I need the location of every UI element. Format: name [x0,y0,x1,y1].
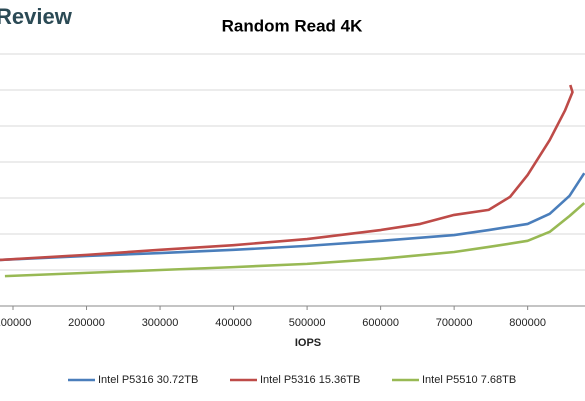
x-tick-label: 400000 [215,317,252,329]
x-tick-label: 200000 [68,317,105,329]
series-line [4,202,585,278]
x-tick-label: 100000 [0,317,31,329]
legend-label: Intel P5316 30.72TB [98,374,198,386]
x-tick-label: 300000 [142,317,179,329]
x-tick-label: 500000 [289,317,326,329]
x-tick-label: 700000 [436,317,473,329]
x-tick-label: 800000 [509,317,546,329]
legend-label: Intel P5510 7.68TB [422,374,516,386]
series-line [0,84,574,262]
chart-title: Random Read 4K [222,16,363,35]
legend-label: Intel P5316 15.36TB [260,374,360,386]
brand-logo: Review [0,4,73,29]
x-axis-title: IOPS [295,337,321,349]
series-line [0,172,585,262]
x-tick-label: 600000 [362,317,399,329]
